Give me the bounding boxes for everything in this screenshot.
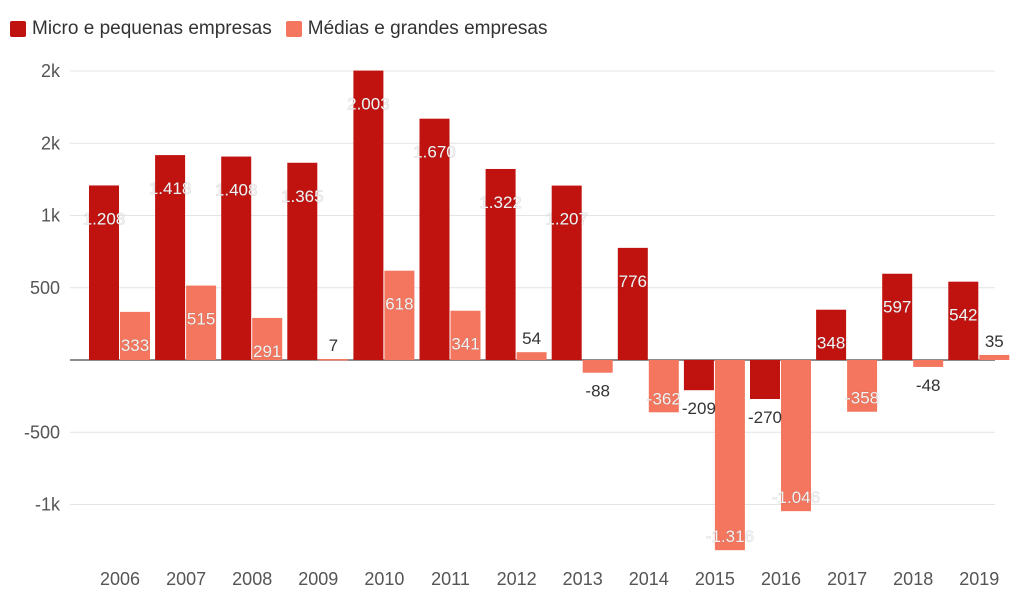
y-tick-label: 2k: [41, 61, 61, 81]
bar-medias: [450, 310, 481, 360]
bar-micro: [882, 273, 913, 360]
data-label-medias: 333: [121, 336, 149, 355]
data-label-micro: 1.670: [413, 143, 456, 162]
legend-swatch-medias: [285, 21, 302, 37]
bar-medias: [186, 285, 217, 360]
data-label-medias: -362: [647, 389, 681, 408]
data-label-micro: 2.003: [347, 95, 390, 114]
legend: Micro e pequenas empresas Médias e grand…: [10, 18, 548, 40]
data-label-medias: 341: [451, 335, 479, 354]
bar-micro: [683, 360, 714, 391]
data-label-micro: -209: [682, 399, 716, 418]
x-tick-label: 2018: [893, 569, 933, 589]
x-tick-label: 2012: [497, 569, 537, 589]
legend-label-medias: Médias e grandes empresas: [307, 18, 548, 39]
bar-micro: [750, 360, 780, 400]
bar-medias: [384, 270, 415, 360]
bar-micro: [948, 281, 979, 360]
legend-swatch-micro: [10, 21, 26, 37]
bar-medias: [781, 360, 811, 512]
data-label-micro: 1.418: [149, 179, 192, 198]
data-label-medias: 291: [253, 342, 281, 361]
data-label-micro: -270: [748, 408, 782, 427]
bar-medias: [516, 352, 547, 360]
data-label-micro: 1.322: [479, 193, 522, 212]
bar-medias: [648, 360, 679, 413]
legend-item-medias: Médias e grandes empresas: [285, 18, 548, 40]
data-label-medias: 618: [385, 295, 413, 314]
data-label-medias: -1.316: [706, 527, 754, 546]
bar-micro: [287, 162, 318, 360]
data-label-medias: -88: [585, 382, 610, 401]
x-tick-label: 2011: [431, 569, 470, 589]
bar-micro: [816, 309, 847, 360]
x-tick-label: 2013: [563, 569, 603, 589]
data-label-micro: 1.207: [545, 210, 588, 229]
y-tick-label: 500: [30, 278, 60, 298]
data-label-medias: -48: [916, 376, 941, 395]
x-tick-label: 2016: [761, 569, 801, 589]
data-label-medias: -358: [845, 389, 879, 408]
y-tick-label: 2k: [41, 133, 61, 153]
bar-micro: [221, 156, 252, 360]
x-tick-label: 2009: [298, 569, 338, 589]
x-tick-label: 2017: [827, 569, 867, 589]
data-label-micro: 1.208: [83, 209, 126, 228]
bar-medias: [252, 317, 283, 360]
data-label-micro: 1.365: [281, 187, 324, 206]
data-label-medias: 35: [985, 332, 1004, 351]
label-layer: 2006 2007 2008 2009 2010 2011 2012 2013 2014 2015…: [82, 94, 1004, 589]
data-label-micro: 597: [883, 298, 911, 317]
x-tick-label: 2008: [232, 569, 272, 589]
data-label-micro: 776: [619, 272, 647, 291]
bar-micro: [89, 185, 119, 360]
y-tick-label: -500: [24, 422, 60, 442]
bar-medias: [913, 360, 944, 367]
data-label-medias: 7: [329, 336, 338, 355]
x-tick-label: 2015: [695, 569, 735, 589]
bar-medias: [714, 360, 745, 551]
bar-micro: [551, 185, 582, 360]
bar-medias: [120, 311, 150, 360]
data-label-micro: 1.408: [215, 181, 258, 200]
data-label-medias: -1.046: [772, 488, 820, 507]
bar-medias: [979, 354, 1010, 360]
bar-medias: [847, 360, 878, 412]
data-label-medias: 54: [522, 329, 541, 348]
bar-micro: [485, 168, 516, 360]
bar-micro: [353, 70, 384, 360]
bar-micro: [419, 118, 450, 360]
x-tick-label: 2010: [364, 569, 404, 589]
bar-layer: [89, 70, 1010, 551]
x-tick-label: 2006: [100, 569, 140, 589]
legend-label-micro: Micro e pequenas empresas: [32, 18, 272, 39]
bar-medias: [582, 360, 613, 373]
x-tick-label: 2019: [959, 569, 999, 589]
bar-micro: [155, 155, 186, 360]
data-label-medias: 515: [187, 310, 215, 329]
legend-item-micro: Micro e pequenas empresas: [10, 18, 272, 40]
y-tick-label: -1k: [35, 495, 61, 515]
data-label-micro: 542: [949, 306, 977, 325]
x-tick-label: 2014: [629, 569, 669, 589]
bar-medias: [318, 358, 349, 361]
x-tick-label: 2007: [166, 569, 206, 589]
y-tick-label: 1k: [41, 206, 61, 226]
data-label-micro: 348: [817, 334, 845, 353]
bar-micro: [617, 247, 648, 360]
